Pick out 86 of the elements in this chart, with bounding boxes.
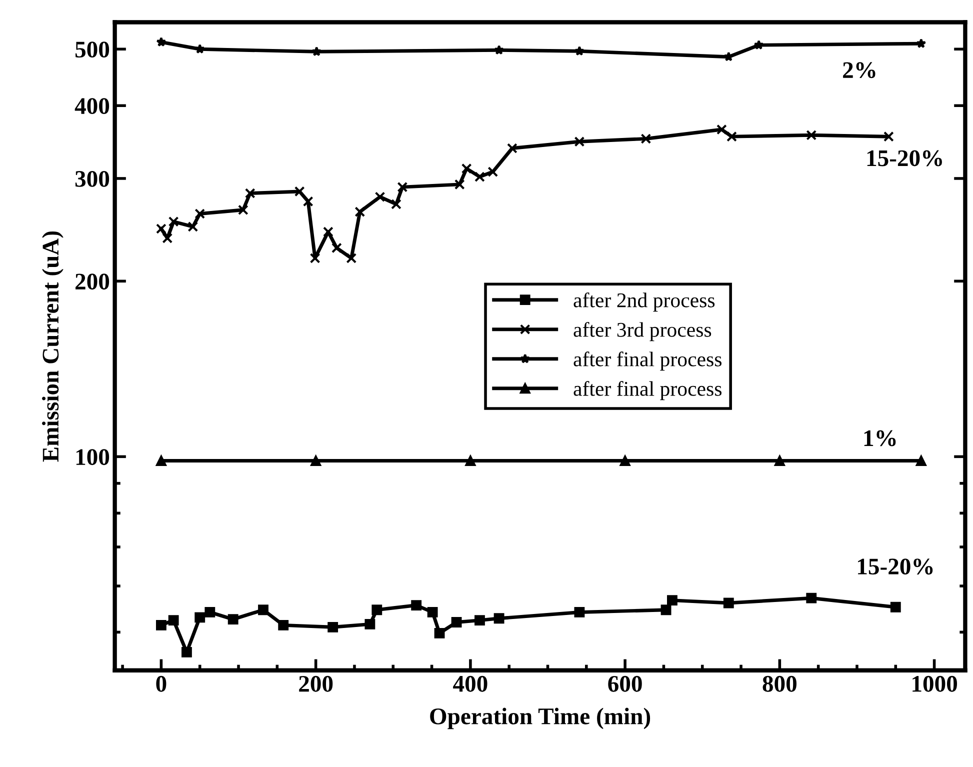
legend-label: after 2nd process — [574, 292, 715, 312]
point — [427, 607, 438, 618]
point — [574, 607, 585, 618]
x-axis-title: Operation Time (min) — [430, 708, 650, 730]
point — [364, 618, 376, 630]
point — [724, 52, 734, 62]
legend-label: after final process — [574, 381, 722, 400]
point — [716, 124, 727, 135]
point — [640, 134, 652, 144]
x-tick-label: 1000 — [912, 676, 958, 692]
x-tick-label: 400 — [453, 676, 488, 692]
point — [620, 456, 630, 466]
point — [372, 604, 382, 616]
point — [156, 456, 166, 466]
point — [194, 612, 206, 623]
point — [411, 600, 422, 610]
point — [465, 456, 476, 466]
y-axis-title: Emission Current (uA) — [42, 231, 64, 462]
point — [890, 602, 901, 612]
y-tick-label: 400 — [74, 98, 110, 114]
point — [278, 620, 289, 630]
point — [474, 615, 485, 626]
point — [310, 456, 322, 466]
point — [916, 456, 926, 466]
point — [506, 143, 518, 154]
point — [162, 232, 173, 244]
point — [312, 46, 322, 56]
point — [474, 172, 485, 182]
point — [454, 179, 465, 190]
point — [434, 628, 445, 638]
point — [574, 136, 585, 147]
point — [228, 614, 238, 625]
annotation: 15-20% — [867, 150, 942, 166]
y-tick-label: 300 — [75, 170, 110, 187]
point — [310, 252, 320, 264]
point — [774, 456, 785, 466]
point — [754, 40, 764, 50]
point — [391, 199, 402, 210]
point — [494, 613, 504, 624]
annotation: 2% — [843, 62, 876, 78]
x-tick-label: 200 — [299, 676, 333, 692]
point — [244, 188, 256, 198]
point — [883, 131, 894, 142]
point — [302, 196, 314, 207]
point — [168, 615, 179, 626]
point — [916, 38, 926, 48]
point — [354, 206, 366, 218]
point — [374, 192, 386, 202]
x-tick-label: 0 — [156, 676, 166, 692]
point — [723, 598, 734, 608]
point — [331, 242, 342, 254]
point — [258, 604, 268, 616]
y-tick-label: 500 — [75, 42, 110, 58]
point — [156, 36, 166, 47]
point — [294, 186, 305, 197]
point — [188, 221, 198, 232]
point — [461, 163, 472, 174]
point — [182, 646, 192, 658]
point — [397, 182, 408, 192]
y-tick-label: 200 — [76, 274, 110, 290]
point — [322, 226, 334, 238]
point — [488, 166, 498, 178]
point — [168, 216, 179, 227]
annotation: 1% — [864, 430, 896, 446]
point — [451, 617, 462, 628]
point — [156, 620, 166, 630]
point — [806, 130, 817, 140]
point — [194, 208, 206, 219]
point — [726, 131, 737, 142]
point — [494, 44, 504, 55]
x-tick-label: 600 — [608, 676, 642, 692]
point — [667, 595, 678, 606]
point — [156, 224, 166, 234]
point — [346, 252, 357, 264]
point — [204, 607, 216, 618]
point — [574, 46, 584, 56]
legend-label: after 3rd process — [574, 322, 712, 342]
y-tick-label: 100 — [76, 449, 110, 466]
point — [660, 604, 672, 616]
annotation: 15-20% — [858, 558, 933, 575]
point — [806, 592, 817, 604]
point — [328, 622, 338, 632]
legend-label: after final process — [574, 352, 722, 371]
x-tick-label: 800 — [762, 676, 796, 692]
point — [194, 44, 205, 54]
point — [238, 204, 248, 216]
